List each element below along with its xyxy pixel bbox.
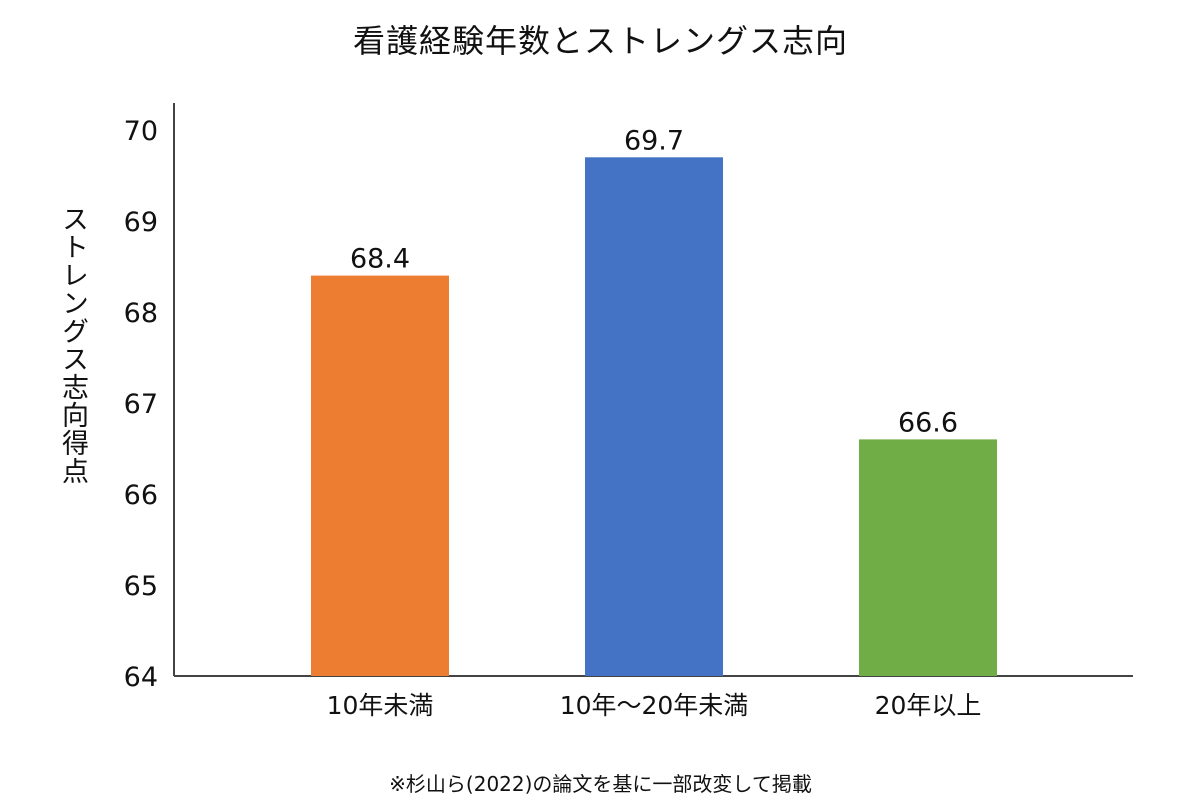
y-tick-label: 64 — [124, 662, 158, 693]
x-category-label: 10年〜20年未満 — [560, 691, 749, 720]
x-category-label: 20年以上 — [875, 691, 982, 720]
chart-title: 看護経験年数とストレングス志向 — [352, 22, 848, 60]
data-label: 69.7 — [624, 125, 684, 156]
x-category-label: 10年未満 — [327, 691, 434, 720]
y-tick-label: 70 — [124, 116, 158, 147]
bar-1 — [311, 275, 449, 676]
bar-3 — [859, 439, 997, 676]
y-tick-label: 66 — [124, 480, 158, 511]
y-axis-label: ストレングス志向得点 — [57, 205, 88, 485]
bar-2 — [585, 157, 723, 677]
y-tick-label: 67 — [124, 389, 158, 420]
plot-area: 64 65 66 67 68 69 70 68.4 10年未満 69.7 10年〜20年未満 66.6… — [124, 103, 1133, 720]
data-label: 68.4 — [350, 244, 410, 275]
y-tick-label: 69 — [124, 207, 158, 238]
data-label: 66.6 — [898, 407, 958, 438]
y-tick-label: 68 — [124, 298, 158, 329]
source-caption: ※杉山ら(2022)の論文を基に一部改変して掲載 — [389, 772, 812, 796]
y-tick-label: 65 — [124, 571, 158, 602]
